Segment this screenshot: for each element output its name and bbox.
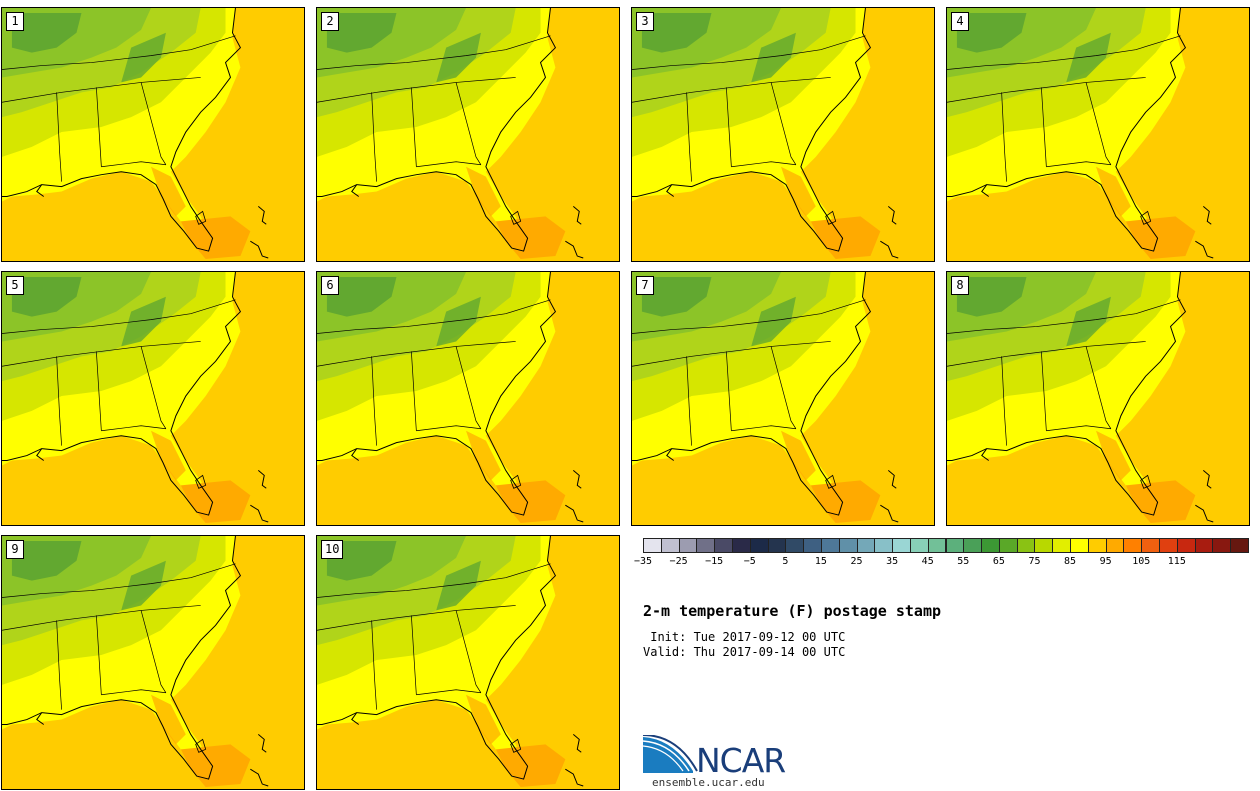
stamp-number-label: 10 bbox=[321, 540, 344, 559]
map-stamp-4: 4 bbox=[946, 7, 1250, 262]
temperature-colorbar bbox=[643, 538, 1249, 555]
colorbar-cell bbox=[767, 538, 787, 553]
colorbar-cell bbox=[1105, 538, 1125, 553]
colorbar-cell bbox=[1016, 538, 1036, 553]
colorbar-cell bbox=[981, 538, 1000, 553]
stamp-number-label: 4 bbox=[951, 12, 969, 31]
colorbar-tick-label: 85 bbox=[1064, 556, 1077, 567]
valid-time: Valid: Thu 2017-09-14 00 UTC bbox=[643, 645, 846, 659]
colorbar-cell bbox=[660, 538, 680, 553]
colorbar-cell bbox=[963, 538, 983, 553]
stamp-number-label: 2 bbox=[321, 12, 339, 31]
colorbar-cell bbox=[714, 538, 733, 553]
stamp-number-label: 3 bbox=[636, 12, 654, 31]
colorbar-tick-labels: −35 −25 −15 −5 5 15 25 35 45 55 65 75 85 95 105 115 bbox=[634, 556, 1248, 570]
stamp-number-label: 1 bbox=[6, 12, 24, 31]
colorbar-cell bbox=[945, 538, 965, 553]
stamp-number-label: 9 bbox=[6, 540, 24, 559]
map-stamp-7: 7 bbox=[631, 271, 935, 526]
stamp-number-label: 8 bbox=[951, 276, 969, 295]
colorbar-cell bbox=[1230, 538, 1249, 553]
colorbar-cell bbox=[892, 538, 911, 553]
colorbar-cell bbox=[1123, 538, 1143, 553]
colorbar-cell bbox=[1176, 538, 1196, 553]
colorbar-tick-label: 25 bbox=[850, 556, 863, 567]
map-stamp-10: 10 bbox=[316, 535, 620, 790]
stamp-number-label: 7 bbox=[636, 276, 654, 295]
stamp-number-label: 6 bbox=[321, 276, 339, 295]
colorbar-cell bbox=[909, 538, 929, 553]
colorbar-cell bbox=[1212, 538, 1232, 553]
colorbar-tick-label: −35 bbox=[633, 556, 653, 567]
colorbar-cell bbox=[731, 538, 751, 553]
colorbar-cell bbox=[1194, 538, 1214, 553]
logo-url: ensemble.ucar.edu bbox=[652, 776, 765, 789]
colorbar-tick-label: 5 bbox=[782, 556, 789, 567]
colorbar-cell bbox=[1070, 538, 1089, 553]
colorbar-cell bbox=[678, 538, 698, 553]
colorbar-tick-label: 55 bbox=[957, 556, 970, 567]
colorbar-cell bbox=[1034, 538, 1054, 553]
colorbar-tick-label: 35 bbox=[886, 556, 899, 567]
colorbar-cell bbox=[643, 538, 662, 553]
colorbar-tick-label: −15 bbox=[705, 556, 724, 567]
map-stamp-5: 5 bbox=[1, 271, 305, 526]
colorbar-tick-label: 115 bbox=[1167, 556, 1186, 567]
colorbar-cell bbox=[820, 538, 840, 553]
colorbar-cell bbox=[785, 538, 805, 553]
colorbar-cell bbox=[1052, 538, 1072, 553]
colorbar-cell bbox=[749, 538, 769, 553]
stamp-number-label: 5 bbox=[6, 276, 24, 295]
colorbar-tick-label: −25 bbox=[669, 556, 688, 567]
map-stamp-8: 8 bbox=[946, 271, 1250, 526]
colorbar-cell bbox=[874, 538, 894, 553]
colorbar-cell bbox=[856, 538, 876, 553]
map-stamp-3: 3 bbox=[631, 7, 935, 262]
colorbar-cell bbox=[1159, 538, 1178, 553]
colorbar-cell bbox=[1141, 538, 1161, 553]
init-time: Init: Tue 2017-09-12 00 UTC bbox=[643, 630, 846, 644]
map-stamp-1: 1 bbox=[1, 7, 305, 262]
colorbar-cell bbox=[998, 538, 1018, 553]
colorbar-cell bbox=[838, 538, 858, 553]
colorbar-tick-label: 45 bbox=[921, 556, 934, 567]
colorbar-tick-label: 105 bbox=[1132, 556, 1151, 567]
colorbar-tick-label: 75 bbox=[1028, 556, 1041, 567]
map-stamp-6: 6 bbox=[316, 271, 620, 526]
colorbar-cell bbox=[1087, 538, 1107, 553]
map-stamp-9: 9 bbox=[1, 535, 305, 790]
ncar-logo-text: NCAR bbox=[696, 741, 786, 780]
colorbar-cell bbox=[696, 538, 716, 553]
colorbar-tick-label: 15 bbox=[814, 556, 827, 567]
colorbar-cell bbox=[927, 538, 947, 553]
figure-title: 2-m temperature (F) postage stamp bbox=[643, 602, 942, 620]
colorbar-cell bbox=[803, 538, 822, 553]
colorbar-tick-label: 95 bbox=[1099, 556, 1112, 567]
colorbar-tick-label: 65 bbox=[992, 556, 1005, 567]
map-stamp-2: 2 bbox=[316, 7, 620, 262]
colorbar-tick-label: −5 bbox=[743, 556, 756, 567]
ncar-logo-icon bbox=[643, 735, 698, 773]
